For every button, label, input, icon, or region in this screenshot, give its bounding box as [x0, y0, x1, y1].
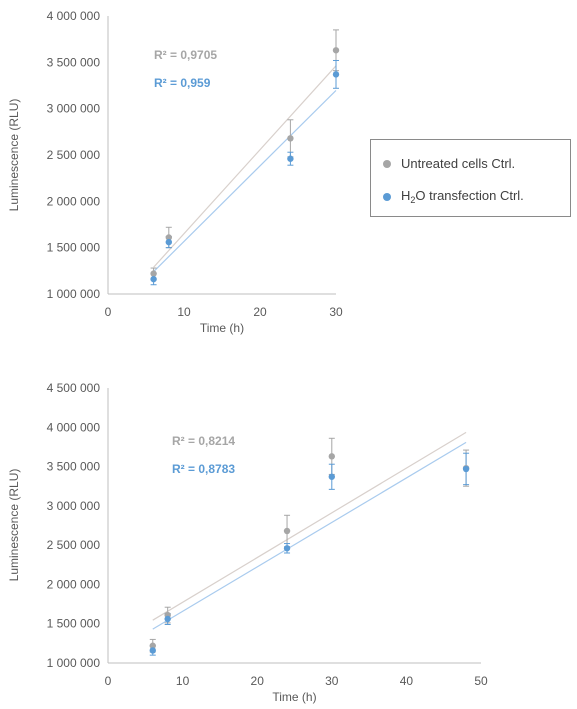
x-tick-label: 0 [105, 305, 112, 319]
y-tick-label: 4 000 000 [47, 420, 101, 434]
data-point-series-2 [164, 615, 171, 623]
trendline-series-1 [152, 431, 467, 621]
y-tick-label: 1 500 000 [47, 617, 101, 631]
x-tick-label: 30 [329, 305, 343, 319]
trendline-series-1 [153, 65, 337, 268]
x-tick-label: 10 [176, 674, 190, 688]
legend-marker-h2o [383, 192, 391, 201]
y-axis-title: Luminescence (RLU) [7, 99, 21, 212]
y-tick-label: 2 000 000 [47, 194, 101, 208]
data-point-series-2 [332, 71, 340, 78]
y-tick-label: 3 500 000 [47, 55, 101, 69]
y-tick-label: 2 500 000 [47, 148, 101, 162]
y-tick-label: 1 500 000 [47, 241, 101, 255]
y-tick-label: 4 500 000 [47, 381, 101, 395]
data-point-series-1 [150, 270, 157, 277]
x-tick-label: 40 [400, 674, 414, 688]
data-point-series-2 [283, 545, 291, 552]
y-tick-label: 1 000 000 [47, 287, 101, 301]
legend-item-untreated: Untreated cells Ctrl. [383, 156, 515, 171]
r-squared-label-series-2: R² = 0,8783 [172, 462, 235, 476]
x-tick-label: 20 [251, 674, 265, 688]
data-point-series-2 [462, 465, 470, 473]
legend-label-untreated: Untreated cells Ctrl. [401, 156, 516, 171]
legend-label-h2o: H2O transfection Ctrl. [401, 188, 524, 205]
data-point-series-1 [283, 527, 291, 535]
y-tick-label: 3 000 000 [47, 102, 101, 116]
data-point-series-2 [150, 275, 157, 283]
legend-marker-untreated [383, 159, 391, 168]
data-point-series-2 [149, 647, 156, 654]
data-point-series-2 [328, 473, 335, 480]
trendline-series-2 [153, 89, 337, 273]
r-squared-label-series-1: R² = 0,8214 [172, 434, 235, 448]
data-point-series-1 [165, 234, 172, 241]
x-tick-label: 10 [177, 305, 191, 319]
x-tick-label: 50 [474, 674, 488, 688]
r-squared-label-series-1: R² = 0,9705 [154, 48, 217, 62]
r-squared-label-series-2: R² = 0,959 [154, 76, 211, 90]
x-tick-label: 30 [325, 674, 339, 688]
y-axis-title: Luminescence (RLU) [7, 469, 21, 582]
trendline-series-2 [152, 441, 467, 630]
y-tick-label: 4 000 000 [47, 9, 101, 23]
x-tick-label: 20 [253, 305, 267, 319]
data-point-series-2 [165, 238, 172, 246]
data-point-series-2 [287, 155, 294, 162]
data-point-series-1 [287, 135, 294, 142]
data-point-series-1 [149, 642, 156, 649]
y-tick-label: 2 500 000 [47, 538, 101, 552]
x-axis-title: Time (h) [200, 321, 244, 335]
y-tick-label: 3 500 000 [47, 460, 101, 474]
legend: Untreated cells Ctrl. H2O transfection C… [370, 139, 571, 217]
y-tick-label: 3 000 000 [47, 499, 101, 513]
x-axis-title: Time (h) [272, 690, 316, 704]
y-tick-label: 1 000 000 [47, 656, 101, 670]
legend-item-h2o: H2O transfection Ctrl. [383, 188, 524, 205]
y-tick-label: 2 000 000 [47, 577, 101, 591]
data-point-series-1 [332, 47, 340, 54]
data-point-series-1 [328, 453, 335, 460]
x-tick-label: 0 [105, 674, 112, 688]
